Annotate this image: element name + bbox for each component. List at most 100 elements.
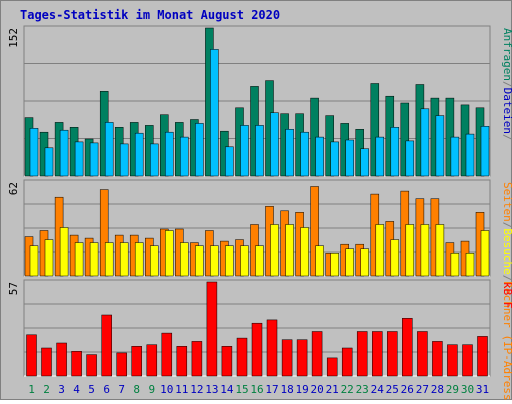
bar-rechner-27 — [420, 224, 430, 277]
x-tick-label: 23 — [356, 383, 369, 396]
bar-kb-f-22 — [341, 347, 353, 377]
bar-kb-f-20 — [311, 331, 323, 377]
bar-rechner-11 — [180, 242, 189, 277]
chart-panels: 152Anfragen/Dateien/62Seiten/Besuche/Rec… — [7, 25, 512, 404]
panel-traffic: 57 kB F — [7, 279, 512, 377]
x-tick-label: 20 — [310, 383, 323, 396]
bar-dateien-25 — [390, 127, 400, 177]
bar-rechner-24 — [375, 224, 385, 277]
x-tick-label: 21 — [326, 383, 339, 396]
legend-entry: Dateien — [501, 88, 512, 134]
bar-kb-f-11 — [176, 346, 188, 377]
legend-entry: Rechner (IP-Adressen) — [501, 281, 512, 400]
bar-dateien-27 — [420, 108, 430, 177]
bar-dateien-15 — [240, 125, 249, 177]
bar-rechner-6 — [104, 242, 114, 277]
bar-dateien-1 — [29, 128, 39, 177]
bar-rechner-10 — [165, 230, 174, 277]
bar-kb-f-15 — [236, 337, 248, 377]
bar-kb-f-21 — [326, 357, 338, 377]
bar-kb-f-13 — [206, 281, 218, 377]
bar-rechner-30 — [465, 253, 475, 277]
bar-seiten-20 — [310, 186, 319, 277]
bar-dateien-28 — [435, 115, 445, 177]
x-tick-label: 25 — [386, 383, 399, 396]
max-label-visits: 62 — [7, 182, 20, 195]
bar-dateien-8 — [134, 132, 144, 177]
bar-kb-f-5 — [86, 354, 97, 377]
bar-kb-f-26 — [402, 318, 413, 377]
x-tick-label: 12 — [190, 383, 203, 396]
bar-rechner-26 — [405, 224, 415, 277]
bar-dateien-16 — [255, 125, 264, 177]
bar-dateien-2 — [44, 147, 54, 177]
bar-dateien-22 — [345, 139, 354, 177]
max-label-hits: 152 — [7, 28, 20, 48]
bar-dateien-3 — [59, 129, 69, 177]
bar-kb-f-31 — [477, 336, 488, 377]
bar-dateien-26 — [405, 140, 415, 177]
bar-kb-f-17 — [266, 319, 278, 377]
bar-kb-f-3 — [56, 342, 67, 377]
bar-rechner-14 — [225, 245, 234, 277]
bar-kb-f-10 — [161, 332, 173, 377]
x-tick-label: 3 — [58, 383, 65, 396]
legend-visits: Seiten/Besuche/Rechner (IP-Adressen) — [501, 182, 512, 400]
bar-dateien-6 — [104, 122, 114, 177]
x-tick-label: 10 — [160, 383, 173, 396]
x-tick-label: 14 — [220, 383, 234, 396]
bar-rechner-31 — [480, 230, 490, 277]
x-tick-label: 2 — [43, 383, 50, 396]
bar-kb-f-4 — [71, 351, 82, 377]
x-tick-label: 1 — [28, 383, 35, 396]
bar-kb-f-29 — [447, 344, 458, 377]
x-tick-label: 5 — [88, 383, 95, 396]
series-anfragen — [24, 27, 485, 177]
bar-kb-f-12 — [191, 341, 203, 377]
x-tick-label: 11 — [175, 383, 188, 396]
bar-dateien-7 — [119, 143, 129, 177]
bar-rechner-19 — [300, 227, 309, 277]
bar-kb-f-18 — [281, 339, 293, 377]
bar-kb-f-25 — [387, 331, 398, 377]
bar-kb-f-2 — [41, 347, 52, 377]
x-tick-label: 9 — [148, 383, 155, 396]
legend-entry: / — [501, 275, 512, 282]
x-tick-label: 29 — [446, 383, 459, 396]
bar-rechner-22 — [345, 248, 354, 277]
x-tick-label: 8 — [133, 383, 140, 396]
bar-rechner-3 — [59, 227, 69, 277]
bar-rechner-7 — [119, 242, 129, 277]
x-tick-label: 17 — [265, 383, 278, 396]
x-tick-label: 30 — [461, 383, 474, 396]
bar-rechner-23 — [360, 248, 369, 277]
bar-kb-f-1 — [26, 334, 37, 377]
bar-rechner-13 — [210, 245, 219, 277]
x-tick-label: 6 — [103, 383, 110, 396]
x-tick-label: 13 — [205, 383, 218, 396]
bar-rechner-29 — [450, 253, 460, 277]
bar-kb-f-28 — [432, 341, 443, 377]
bar-dateien-21 — [330, 141, 339, 177]
x-tick-label: 15 — [235, 383, 248, 396]
legend-entry: / — [501, 222, 512, 229]
bar-dateien-24 — [375, 136, 385, 177]
legend-entry: / — [501, 81, 512, 88]
bar-rechner-1 — [29, 245, 39, 277]
bar-rechner-20 — [315, 245, 324, 277]
bar-dateien-19 — [300, 131, 309, 177]
legend-traffic: kB F — [501, 282, 512, 309]
x-axis-labels: 1 2 3 4 5 6 7 8 9 10 11 12 13 14 15 16 17 18 19 20 21 22 23 24 2… — [28, 383, 489, 396]
bar-kb-f-23 — [356, 331, 368, 377]
bar-rechner-5 — [89, 242, 99, 277]
bar-dateien-4 — [74, 141, 84, 177]
bar-kb-f-19 — [296, 339, 308, 377]
x-tick-label: 26 — [401, 383, 414, 396]
x-tick-label: 24 — [371, 383, 385, 396]
bar-seiten-6 — [99, 189, 109, 277]
bar-dateien-10 — [165, 131, 174, 177]
bar-dateien-5 — [89, 142, 99, 177]
bar-rechner-28 — [435, 224, 445, 277]
